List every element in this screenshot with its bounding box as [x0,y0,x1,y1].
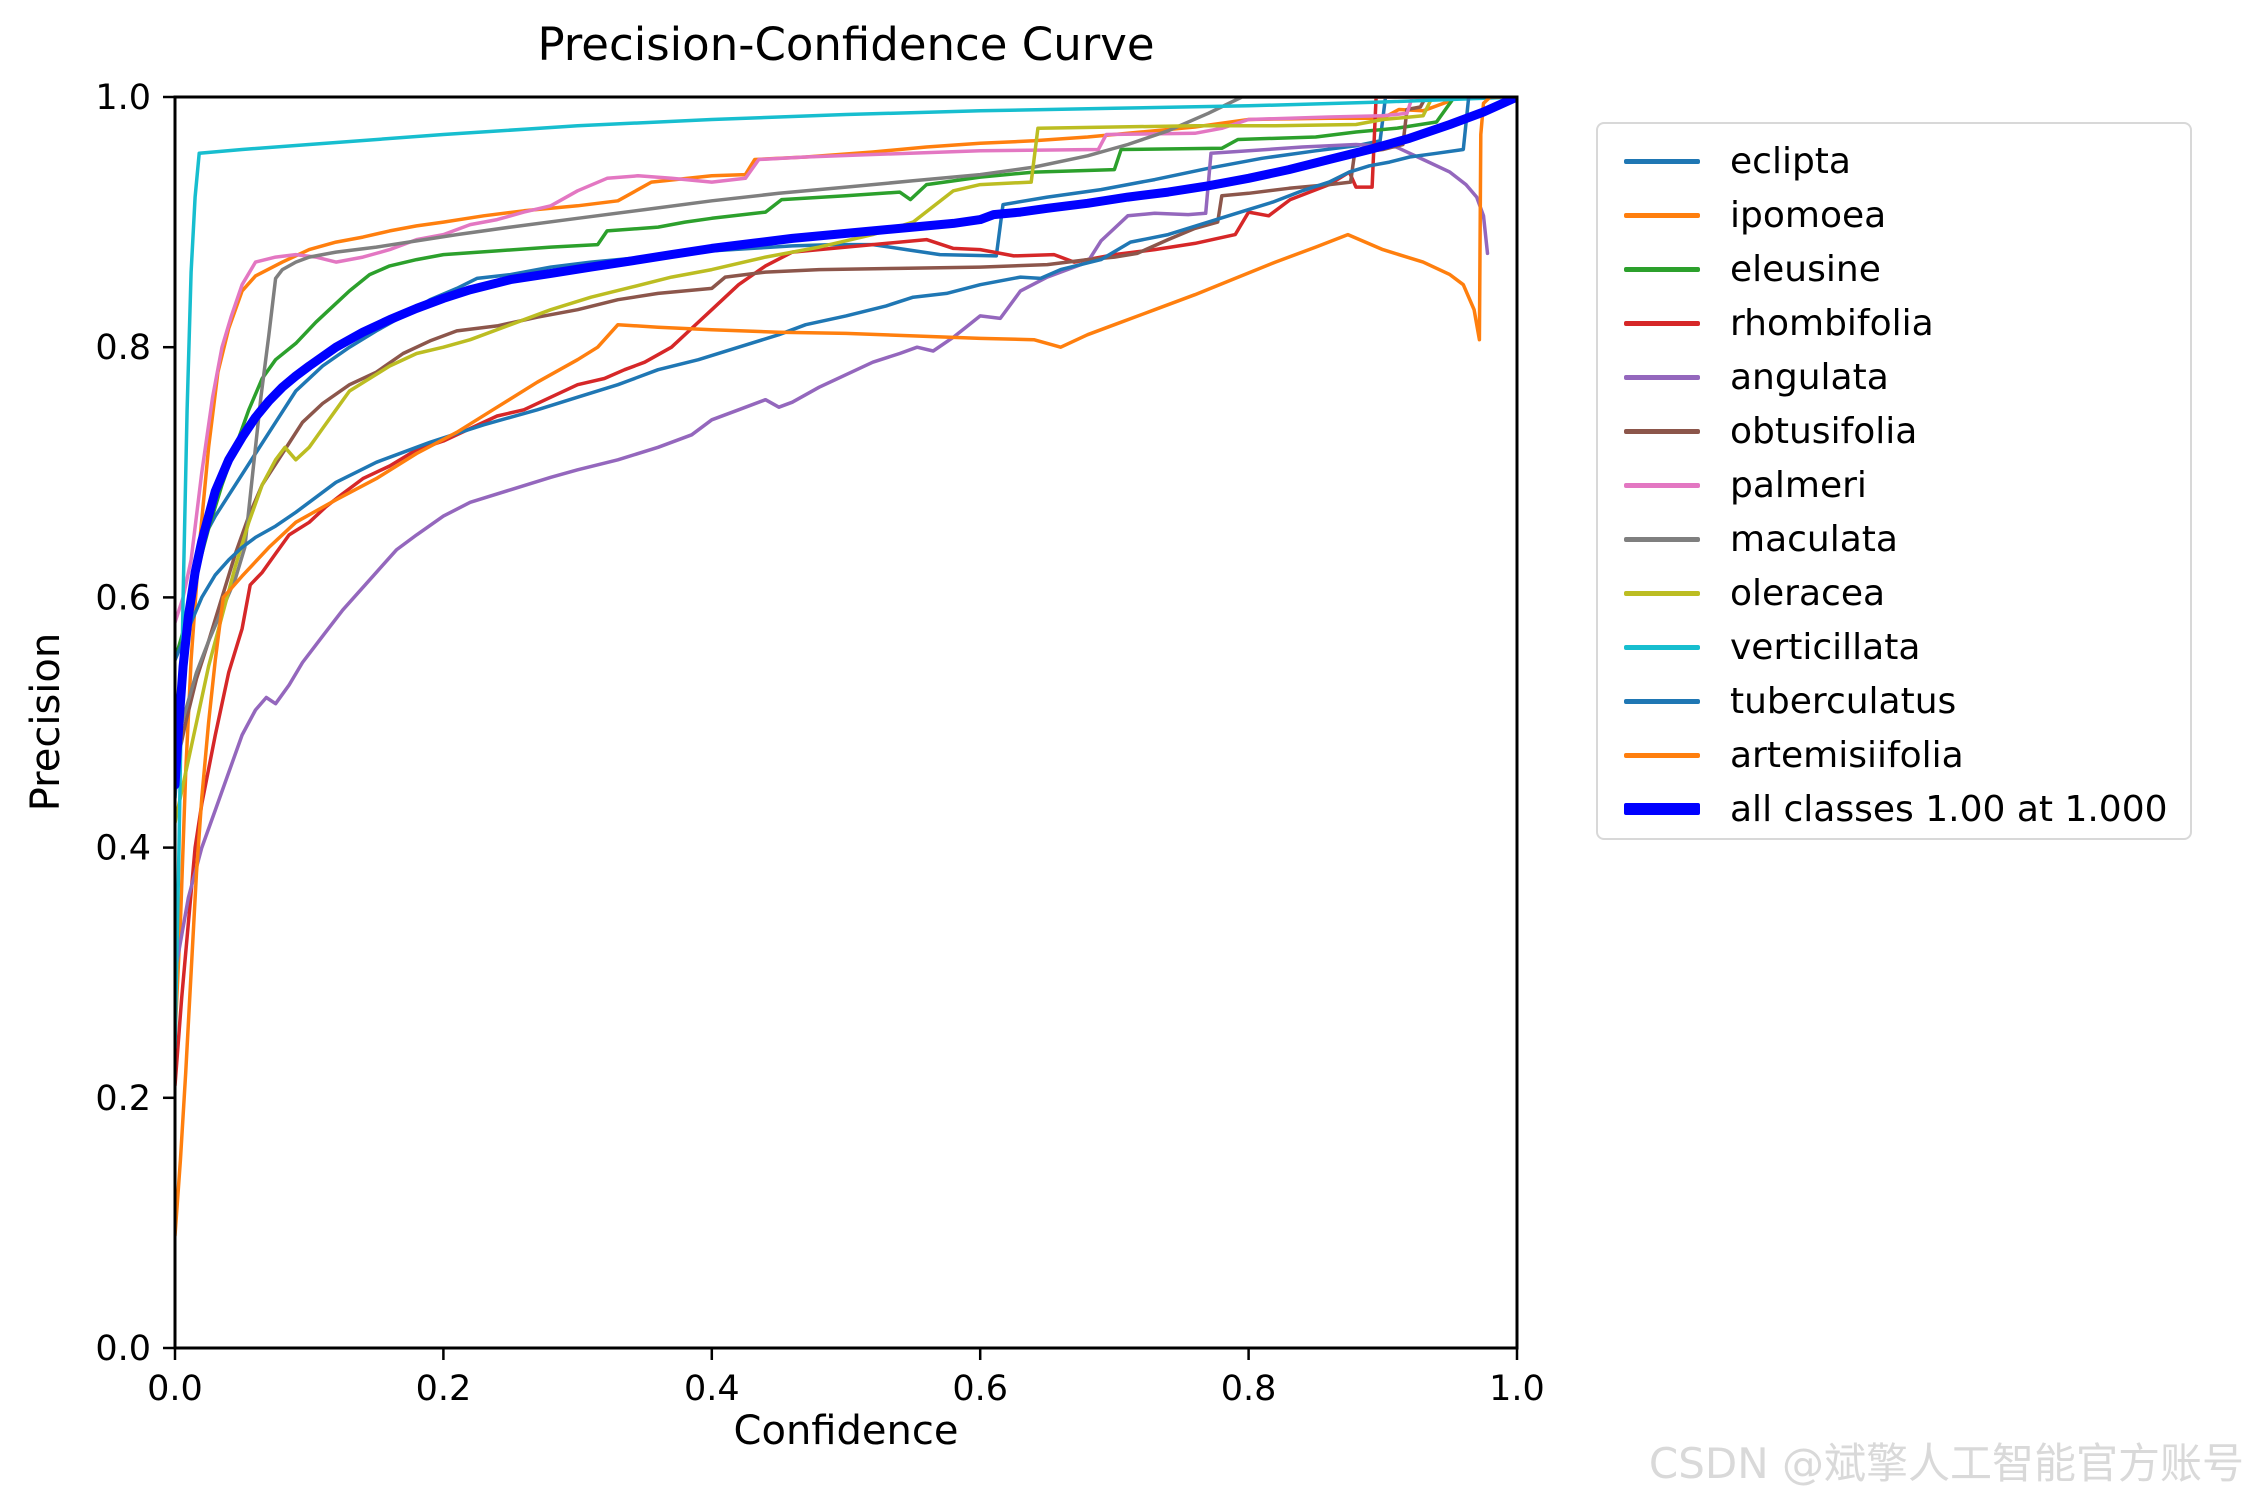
y-tick-label: 0.2 [95,1079,151,1119]
legend-item-verticillata: verticillata [1612,620,2190,674]
x-tick-label: 0.2 [416,1369,472,1409]
legend-label: rhombifolia [1730,302,1934,344]
legend-swatch [1624,752,1700,758]
series-line-rhombifolia [175,97,1517,1088]
series-line-verticillata [175,97,1517,1050]
legend-label: verticillata [1730,626,1921,668]
legend-item-tuberculatus: tuberculatus [1612,674,2190,728]
legend-swatch [1624,536,1700,542]
series-line-oleracea [175,97,1517,825]
series-line-obtusifolia [175,97,1517,775]
curves-layer [175,97,1517,1238]
x-tick-label: 0.6 [952,1369,1008,1409]
legend-swatch [1624,428,1700,434]
series-line-tuberculatus [175,97,1517,662]
legend-swatch [1624,320,1700,326]
x-tick-label: 0.0 [147,1369,203,1409]
legend-swatch [1624,803,1700,815]
legend-swatch [1624,266,1700,272]
x-tick-label: 0.4 [684,1369,740,1409]
legend-item-eclipta: eclipta [1612,134,2190,188]
legend-swatch [1624,698,1700,704]
legend-item-maculata: maculata [1612,512,2190,566]
series-line-maculata [175,97,1517,750]
legend-label: ipomoea [1730,194,1887,236]
legend-label: tuberculatus [1730,680,1957,722]
legend-label: palmeri [1730,464,1867,506]
series-line-artemisiifolia [175,97,1517,1238]
series-line-palmeri [175,97,1517,625]
legend-item-palmeri: palmeri [1612,458,2190,512]
y-tick-label: 0.4 [95,829,151,869]
y-tick-label: 0.0 [95,1329,151,1369]
legend-swatch [1624,482,1700,488]
series-line-angulata [175,142,1490,975]
legend-label: artemisiifolia [1730,734,1964,776]
legend-label: oleracea [1730,572,1886,614]
x-tick-label: 1.0 [1489,1369,1545,1409]
legend-item-eleusine: eleusine [1612,242,2190,296]
x-tick-label: 0.8 [1221,1369,1277,1409]
legend-label: angulata [1730,356,1889,398]
legend-swatch [1624,590,1700,596]
x-axis-label: Confidence [733,1408,959,1454]
legend-item-artemisiifolia: artemisiifolia [1612,728,2190,782]
watermark-text: CSDN @斌擎人工智能官方账号 [1648,1439,2244,1488]
legend-label: all classes 1.00 at 1.000 [1730,788,2168,830]
legend-item-oleracea: oleracea [1612,566,2190,620]
chart-title: Precision-Confidence Curve [537,18,1155,71]
legend-swatch [1624,212,1700,218]
y-tick-label: 1.0 [95,78,151,118]
legend-swatch [1624,644,1700,650]
legend-item-rhombifolia: rhombifolia [1612,296,2190,350]
series-line-eclipta [175,97,1517,800]
y-tick-label: 0.8 [95,328,151,368]
axes-spines [173,95,1519,1350]
legend-label: eclipta [1730,140,1851,182]
legend-label: obtusifolia [1730,410,1918,452]
legend-swatch [1624,374,1700,380]
legend-item-angulata: angulata [1612,350,2190,404]
legend-label: eleusine [1730,248,1881,290]
y-axis-label: Precision [23,632,69,812]
legend-swatch [1624,158,1700,164]
legend-item-all-classes-1-00-at-1-000: all classes 1.00 at 1.000 [1612,782,2190,836]
y-tick-label: 0.6 [95,578,151,618]
series-line-eleusine [175,97,1517,662]
series-line-all-classes-1-00-at-1-000 [175,97,1517,790]
legend-item-obtusifolia: obtusifolia [1612,404,2190,458]
legend-label: maculata [1730,518,1898,560]
legend: eclipta ipomoea eleusine rhombifolia angulat… [1596,122,2192,840]
legend-item-ipomoea: ipomoea [1612,188,2190,242]
